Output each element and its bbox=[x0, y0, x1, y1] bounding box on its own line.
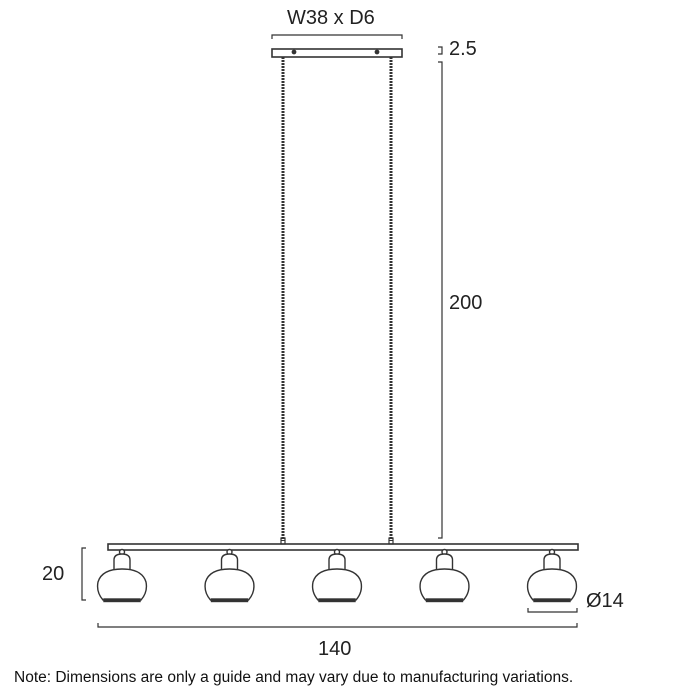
pendant-shade bbox=[311, 548, 363, 603]
overall-width-label: 140 bbox=[318, 638, 352, 660]
pendant-shade bbox=[204, 548, 255, 603]
pendant-shade bbox=[96, 548, 148, 603]
canopy-height-label: 2.5 bbox=[449, 38, 477, 60]
shade-height-label: 20 bbox=[42, 563, 65, 585]
canopy-dim-label: W38 x D6 bbox=[287, 7, 375, 29]
shade-diameter-label: Ø14 bbox=[586, 590, 624, 612]
drop-label: 200 bbox=[449, 292, 483, 314]
disclaimer-note: Note: Dimensions are only a guide and ma… bbox=[14, 669, 574, 686]
overall-width-dim-line bbox=[97, 623, 578, 628]
shade-height-dim-line bbox=[81, 547, 86, 601]
canopy-height-dim-line bbox=[438, 46, 443, 55]
drop-dim-line bbox=[438, 61, 443, 539]
canopy-width-dim-line bbox=[271, 34, 403, 39]
canopy bbox=[271, 48, 403, 58]
pendant-shade bbox=[526, 548, 578, 603]
pendant-shade bbox=[419, 548, 470, 603]
light-bar bbox=[107, 543, 579, 551]
shade-diameter-dim-line bbox=[527, 608, 578, 613]
